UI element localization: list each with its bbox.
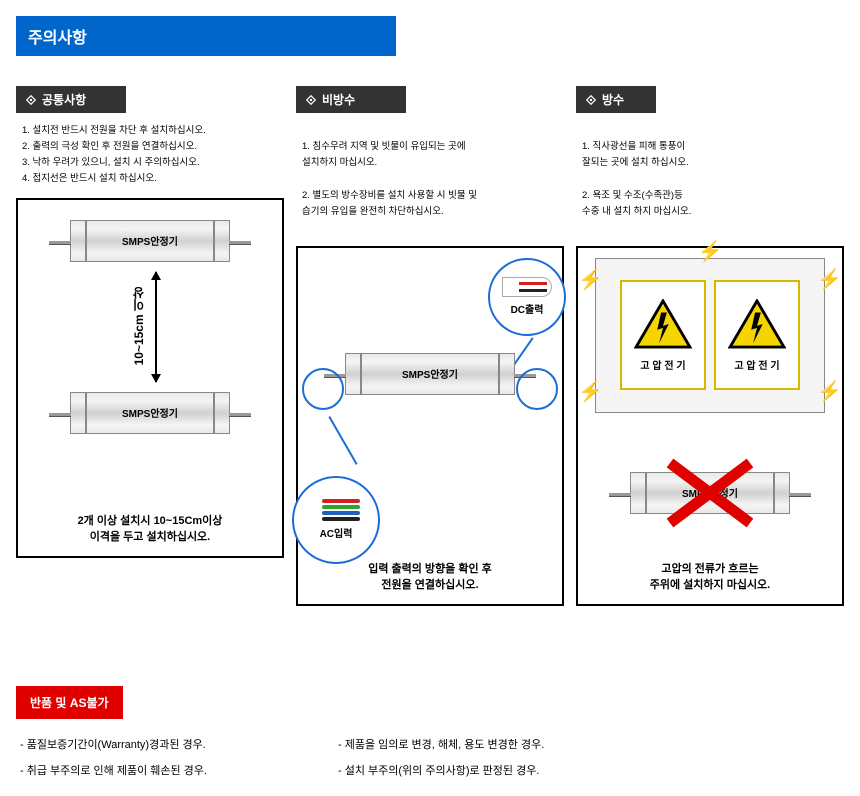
panel-nonwater: 비방수 1. 침수우려 지역 및 빗물이 유입되는 곳에 설치하지 마십시오. … [296,86,564,606]
smps-unit: SMPS안정기 [345,353,515,395]
lightning-icon: ⚡ [578,267,603,292]
return-item: - 제품을 임의로 변경, 해체, 용도 변경한 경우. [338,737,616,755]
diamond-icon [26,95,36,105]
wire-bundle-icon [312,499,360,521]
return-item: - 설치 부주의(위의 주의사항)로 판정된 경우. [338,763,616,781]
panel-caption: 입력 출력의 방향을 확인 후 전원을 연결하십시오. [368,561,492,594]
danger-sign: 고 압 전 기 [620,280,706,390]
danger-label: 고 압 전 기 [640,357,685,372]
panel-notes-common: 1. 설치전 반드시 전원을 차단 후 설치하십시오. 2. 출력의 극성 확인… [16,113,284,198]
diamond-icon [306,95,316,105]
panel-caption: 고압의 전류가 흐르는 주위에 설치하지 마십시오. [650,561,771,594]
return-item: - 취급 부주의로 인해 제품이 훼손된 경우. [20,763,298,781]
note-line: 2. 욕조 및 수조(수족관)등 수중 내 설치 하지 마십시오. [582,188,838,220]
panel-notes-water: 1. 직사광선을 피해 통풍이 잘되는 곳에 설치 하십시오. 2. 욕조 및 … [576,113,844,246]
dc-label: DC출력 [511,301,544,316]
panel-caption: 2개 이상 설치시 10~15Cm이상 이격을 두고 설치하십시오. [78,513,223,546]
note-line: 2. 출력의 극성 확인 후 전원을 연결하십시오. [22,139,278,155]
note-line: 1. 직사광선을 피해 통풍이 잘되는 곳에 설치 하십시오. [582,139,838,171]
panel-header-label: 방수 [602,91,624,108]
page-title: 주의사항 [16,16,396,56]
danger-label: 고 압 전 기 [734,357,779,372]
smps-unit: SMPS안정기 [70,392,230,434]
warning-triangle-icon [634,299,692,349]
spacing-text: 10~15cm 이상 [130,287,147,365]
ac-zoom-circle: AC입력 [292,476,380,564]
connector-line-icon [328,416,357,465]
panel-notes-nonwater: 1. 침수우려 지역 및 빗물이 유입되는 곳에 설치하지 마십시오. 2. 별… [296,113,564,246]
diamond-icon [586,95,596,105]
panel-header-label: 공통사항 [42,91,86,108]
smps-label: SMPS안정기 [682,485,738,500]
smps-label: SMPS안정기 [122,233,178,248]
note-line: 4. 접지선은 반드시 설치 하십시오. [22,171,278,187]
return-list: - 품질보증기간이(Warranty)경과된 경우. - 제품을 임의로 변경,… [16,737,616,780]
note-line: 2. 별도의 방수장비를 설치 사용할 시 빗물 및 습기의 유입을 완전히 차… [302,188,558,220]
inspect-circle-icon [302,368,344,410]
return-tag: 반품 및 AS불가 [16,686,123,719]
ac-label: AC입력 [320,525,353,540]
lightning-icon: ⚡ [817,267,842,292]
panel-row: 공통사항 1. 설치전 반드시 전원을 차단 후 설치하십시오. 2. 출력의 … [16,86,844,606]
panel-diagram-nonwater: DC출력 SMPS안정기 [296,246,564,606]
spacing-indicator: 10~15cm 이상 [130,272,171,382]
danger-sign: 고 압 전 기 [714,280,800,390]
dc-zoom-circle: DC출력 [488,258,566,336]
note-line: 1. 침수우려 지역 및 빗물이 유입되는 곳에 설치하지 마십시오. [302,139,558,171]
panel-header-label: 비방수 [322,91,355,108]
note-line: 3. 낙하 우려가 있으니, 설치 시 주의하십시오. [22,155,278,171]
lightning-icon: ⚡ [817,379,842,404]
panel-water: 방수 1. 직사광선을 피해 통풍이 잘되는 곳에 설치 하십시오. 2. 욕조… [576,86,844,606]
return-item: - 품질보증기간이(Warranty)경과된 경우. [20,737,298,755]
panel-diagram-common: SMPS안정기 10~15cm 이상 SMPS안정기 2개 이상 설치시 10~… [16,198,284,558]
panel-header-nonwater: 비방수 [296,86,406,113]
lightning-icon: ⚡ [698,239,723,264]
smps-label: SMPS안정기 [122,405,178,420]
panel-common: 공통사항 1. 설치전 반드시 전원을 차단 후 설치하십시오. 2. 출력의 … [16,86,284,606]
smps-unit: SMPS안정기 [630,472,790,514]
inspect-circle-icon [516,368,558,410]
panel-header-water: 방수 [576,86,656,113]
smps-unit: SMPS안정기 [70,220,230,262]
note-line: 1. 설치전 반드시 전원을 차단 후 설치하십시오. [22,123,278,139]
high-voltage-box: ⚡ ⚡ ⚡ ⚡ 고 압 전 기 고 압 전 기 ⚡ [595,258,825,413]
smps-label: SMPS안정기 [402,366,458,381]
panel-header-common: 공통사항 [16,86,126,113]
lightning-icon: ⚡ [578,379,603,404]
spacing-arrow-icon [155,272,157,382]
panel-diagram-water: ⚡ ⚡ ⚡ ⚡ 고 압 전 기 고 압 전 기 ⚡ [576,246,844,606]
warning-triangle-icon [728,299,786,349]
